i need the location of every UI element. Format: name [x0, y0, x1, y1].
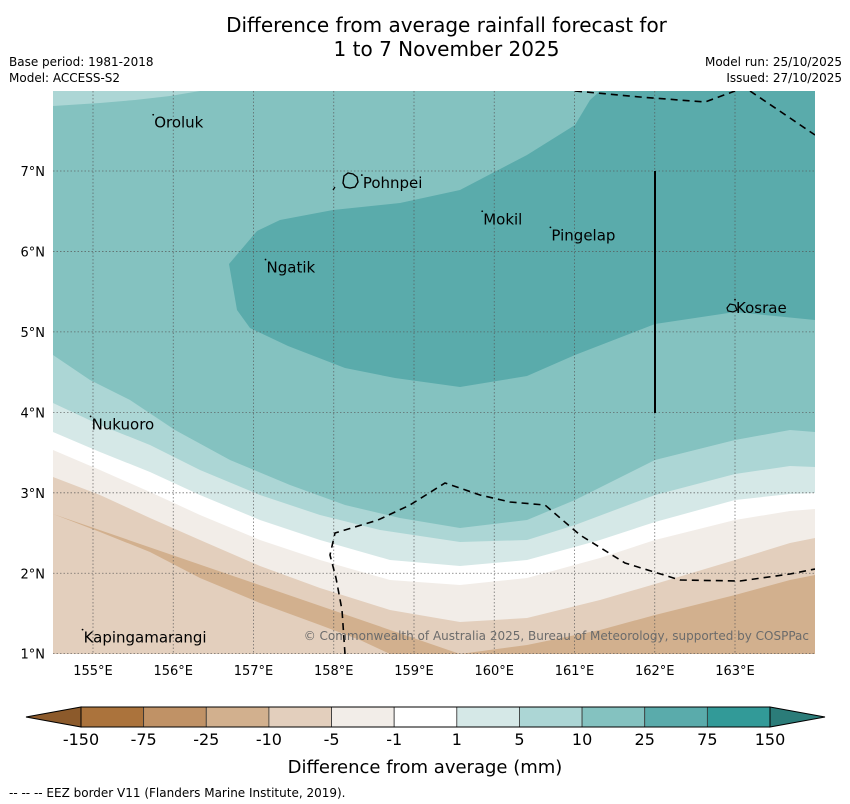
colorbar-tick-label: 25	[635, 730, 655, 749]
colorbar-extend-high	[769, 706, 826, 728]
metadata-right: Model run: 25/10/2025 Issued: 27/10/2025	[705, 54, 842, 86]
place-label: Kapingamarangi	[84, 629, 207, 647]
island-marker	[264, 258, 267, 261]
band-25-75	[229, 91, 815, 387]
model-name: Model: ACCESS-S2	[9, 71, 121, 85]
lon-tick-label: 162°E	[635, 664, 675, 679]
title-line-2: 1 to 7 November 2025	[333, 37, 560, 61]
colorbar-segment	[644, 706, 708, 728]
lon-tick-label: 158°E	[314, 664, 354, 679]
lon-tick-label: 160°E	[474, 664, 514, 679]
colorbar-segment	[268, 706, 332, 728]
colorbar-segment	[331, 706, 395, 728]
lat-tick-label: 6°N	[21, 245, 46, 260]
island-marker	[549, 226, 552, 229]
place-label: Pohnpei	[363, 174, 423, 192]
colorbar-segment	[80, 706, 145, 728]
pohnpei-outline	[342, 172, 359, 189]
place-label: Ngatik	[267, 259, 316, 277]
place-label: Oroluk	[154, 114, 203, 132]
lat-tick-label: 2°N	[21, 567, 46, 582]
colorbar-tick-label: 5	[514, 730, 524, 749]
lat-tick-label: 1°N	[21, 648, 46, 663]
colorbar-tick-label: -150	[63, 730, 99, 749]
island-marker	[152, 113, 155, 116]
metadata-left: Base period: 1981-2018 Model: ACCESS-S2	[9, 54, 154, 86]
colorbar-extend-low	[25, 706, 82, 728]
lat-tick-label: 7°N	[21, 165, 46, 180]
lat-tick-label: 3°N	[21, 487, 46, 502]
place-labels: Oroluk Pohnpei Mokil Pingelap Ngatik Kosrae Nu…	[81, 113, 787, 647]
copyright-text: © Commonwealth of Australia 2025, Bureau…	[304, 629, 809, 643]
band-neg10-25	[53, 514, 815, 654]
model-run: Model run: 25/10/2025	[704, 55, 842, 69]
eez-border	[329, 91, 815, 654]
place-label: Mokil	[483, 210, 522, 228]
place-label: Pingelap	[551, 226, 615, 244]
colorbar-segment	[581, 706, 646, 728]
place-label: Nukuoro	[92, 415, 155, 433]
pohnpei-islet	[332, 186, 336, 191]
island-marker	[481, 210, 484, 213]
colorbar-tick-label: 75	[697, 730, 717, 749]
eez-footnote: -- -- -- EEZ border V11 (Flanders Marine…	[9, 786, 346, 800]
colorbar-segment	[706, 706, 771, 728]
kosrae-outline	[726, 303, 738, 313]
lon-tick-label: 163°E	[715, 664, 755, 679]
contour-layer: Oroluk Pohnpei Mokil Pingelap Ngatik Kosrae Nu…	[53, 91, 815, 654]
colorbar: -150 -75 -25 -10 -5 -1 1 5 10 25 75 150	[25, 706, 826, 749]
lat-tick-label: 4°N	[21, 406, 46, 421]
lon-tick-label: 156°E	[153, 664, 193, 679]
island-marker	[734, 298, 736, 301]
base-period: Base period: 1981-2018	[9, 55, 154, 69]
chart-title: Difference from average rainfall forecas…	[0, 13, 850, 61]
colorbar-tick-label: -10	[256, 730, 282, 749]
lon-tick-label: 155°E	[73, 664, 113, 679]
colorbar-segment	[393, 706, 458, 728]
colorbar-outline	[80, 706, 771, 728]
colorbar-tick-label: -5	[324, 730, 340, 749]
issued-date: Issued: 27/10/2025	[726, 71, 842, 85]
latitude-tick-labels: 7°N 6°N 5°N 4°N 3°N 2°N 1°N	[21, 165, 46, 663]
island-marker	[360, 174, 363, 176]
band-5-10-top	[53, 91, 200, 106]
place-label: Kosrae	[736, 299, 787, 317]
colorbar-segment	[143, 706, 207, 728]
longitude-tick-labels: 155°E 156°E 157°E 158°E 159°E 160°E 161°E 162°E…	[73, 664, 755, 679]
colorbar-tick-label: 150	[755, 730, 786, 749]
title-line-1: Difference from average rainfall forecas…	[226, 13, 667, 37]
lon-tick-label: 159°E	[394, 664, 434, 679]
colorbar-segment	[519, 706, 583, 728]
colorbar-tick-label: 1	[452, 730, 462, 749]
colorbar-label: Difference from average (mm)	[288, 757, 563, 778]
island-marker	[89, 415, 92, 418]
colorbar-tick-label: -1	[386, 730, 402, 749]
colorbar-segment	[205, 706, 270, 728]
lon-tick-label: 161°E	[555, 664, 595, 679]
graticule	[53, 91, 815, 654]
colorbar-segment	[456, 706, 520, 728]
colorbar-tick-label: 10	[572, 730, 592, 749]
band-neg5-10	[53, 477, 815, 654]
colorbar-tick-label: -25	[193, 730, 219, 749]
colorbar-tick-label: -75	[131, 730, 157, 749]
island-marker	[81, 628, 84, 631]
lat-tick-label: 5°N	[21, 326, 46, 341]
lon-tick-label: 157°E	[234, 664, 274, 679]
